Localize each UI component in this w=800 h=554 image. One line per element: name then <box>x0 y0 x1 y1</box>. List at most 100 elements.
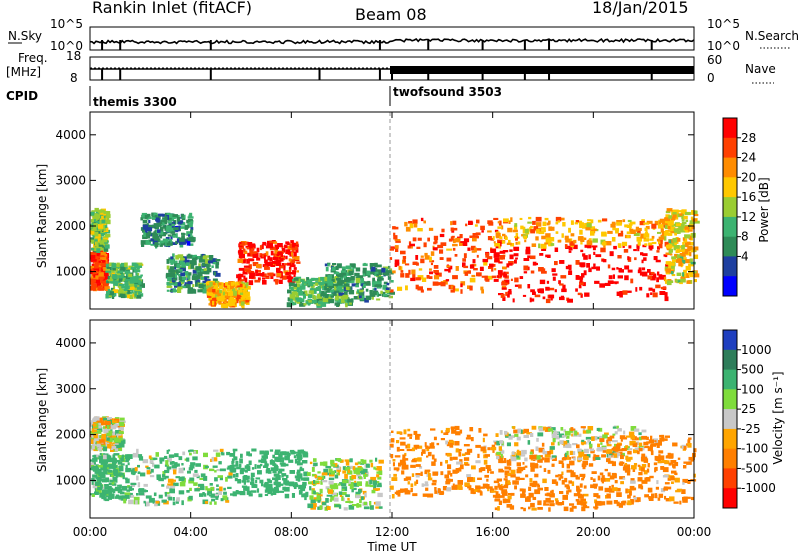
heatmap-cell <box>582 430 589 434</box>
heatmap-cell <box>275 254 282 260</box>
heatmap-cell <box>345 461 350 466</box>
heatmap-cell <box>476 248 482 251</box>
heatmap-cell <box>579 473 586 477</box>
heatmap-cell <box>211 300 215 306</box>
heatmap-cell <box>464 461 469 466</box>
heatmap-cell <box>683 215 688 220</box>
heatmap-cell <box>590 477 593 480</box>
heatmap-cell <box>567 264 572 270</box>
heatmap-cell <box>246 464 249 467</box>
heatmap-cell <box>580 426 586 429</box>
heatmap-cell <box>514 259 517 264</box>
heatmap-cell <box>436 442 440 446</box>
heatmap-cell <box>187 289 193 294</box>
heatmap-cell <box>166 285 173 288</box>
heatmap-cell <box>601 454 606 458</box>
heatmap-cell <box>545 286 550 291</box>
heatmap-cell <box>246 490 252 495</box>
heatmap-cell <box>181 217 186 220</box>
heatmap-cell <box>454 288 459 292</box>
heatmap-cell <box>336 466 341 470</box>
heatmap-cell <box>610 223 616 228</box>
heatmap-cell <box>120 457 124 462</box>
heatmap-cell <box>387 276 392 280</box>
heatmap-cell <box>640 485 644 490</box>
heatmap-cell <box>377 270 383 276</box>
heatmap-cell <box>97 448 101 451</box>
heatmap-cell <box>300 279 303 283</box>
heatmap-cell <box>216 296 222 300</box>
heatmap-cell <box>299 289 303 293</box>
heatmap-cell <box>356 470 360 475</box>
heatmap-cell <box>510 492 515 496</box>
heatmap-cell <box>102 416 107 419</box>
heatmap-cell <box>557 474 563 477</box>
heatmap-cell <box>190 220 194 225</box>
heatmap-cell <box>92 484 98 489</box>
heatmap-cell <box>374 287 377 291</box>
heatmap-cell <box>112 488 116 494</box>
heatmap-cell <box>544 487 549 491</box>
heatmap-cell <box>477 490 482 493</box>
heatmap-cell <box>541 442 545 447</box>
heatmap-cell <box>514 455 521 460</box>
heatmap-cell <box>101 465 106 470</box>
heatmap-cell <box>112 454 116 459</box>
heatmap-cell <box>536 455 541 460</box>
heatmap-cell <box>434 239 438 244</box>
heatmap-cell <box>663 236 667 241</box>
heatmap-cell <box>690 249 696 253</box>
heatmap-cell <box>650 443 657 447</box>
heatmap-cell <box>95 252 101 257</box>
heatmap-cell <box>138 492 145 496</box>
heatmap-cell <box>196 256 202 260</box>
heatmap-cell <box>120 289 124 293</box>
heatmap-cell <box>190 239 195 243</box>
heatmap-cell <box>137 286 142 290</box>
heatmap-cell <box>118 283 125 287</box>
heatmap-cell <box>102 236 109 239</box>
heatmap-cell <box>445 427 450 432</box>
nsky-tick-top: 10^5 <box>50 17 83 31</box>
heatmap-cell <box>337 279 342 285</box>
heatmap-cell <box>655 495 658 499</box>
heatmap-cell <box>203 452 208 458</box>
heatmap-cell <box>431 461 436 466</box>
heatmap-cell <box>96 454 100 459</box>
heatmap-cell <box>187 216 194 219</box>
heatmap-cell <box>117 473 122 477</box>
heatmap-cell <box>609 475 615 480</box>
heatmap-cell <box>170 282 174 285</box>
heatmap-cell <box>293 248 296 251</box>
heatmap-cell <box>284 455 290 461</box>
heatmap-cell <box>111 474 114 478</box>
heatmap-cell <box>548 507 551 512</box>
heatmap-cell <box>311 489 315 495</box>
heatmap-cell <box>487 236 492 241</box>
heatmap-cell <box>424 255 430 260</box>
heatmap-cell <box>504 430 508 435</box>
heatmap-cell <box>247 242 253 247</box>
heatmap-cell <box>175 233 178 238</box>
heatmap-cell <box>620 454 624 460</box>
heatmap-cell <box>244 277 248 283</box>
heatmap-cell <box>106 424 110 429</box>
heatmap-cell <box>135 272 138 276</box>
heatmap-cell <box>385 289 392 293</box>
heatmap-cell <box>641 219 645 222</box>
heatmap-cell <box>179 222 186 226</box>
heatmap-cell <box>430 428 436 431</box>
heatmap-cell <box>236 274 240 279</box>
heatmap-cell <box>563 440 568 445</box>
heatmap-cell <box>492 449 495 453</box>
heatmap-cell <box>670 227 675 231</box>
heatmap-cell <box>534 294 541 298</box>
heatmap-cell <box>527 221 532 224</box>
heatmap-cell <box>158 494 163 499</box>
heatmap-cell <box>277 251 283 256</box>
heatmap-cell <box>176 497 180 502</box>
heatmap-cell <box>593 454 596 459</box>
heatmap-cell <box>599 435 605 440</box>
heatmap-cell <box>452 247 456 251</box>
